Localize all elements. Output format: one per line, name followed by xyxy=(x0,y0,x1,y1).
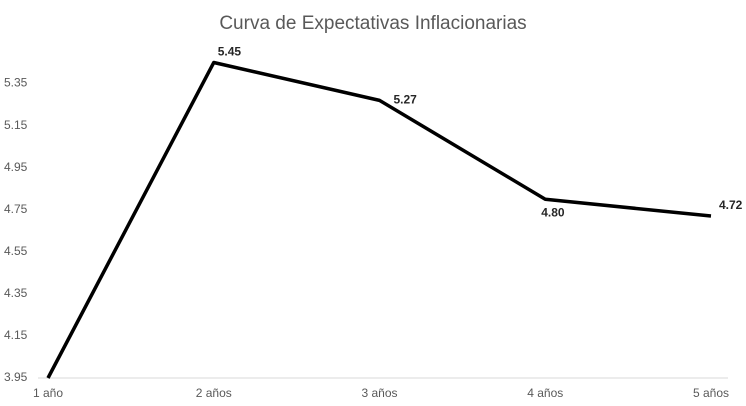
data-label: 5.27 xyxy=(394,93,418,107)
y-tick-label: 5.35 xyxy=(4,76,28,90)
data-label: 4.80 xyxy=(541,205,565,219)
x-tick-label: 1 año xyxy=(33,386,63,400)
y-tick-label: 4.15 xyxy=(4,328,28,342)
y-tick-label: 4.55 xyxy=(4,244,28,258)
x-tick-label: 2 años xyxy=(196,386,232,400)
data-label: 4.72 xyxy=(719,198,743,212)
data-label: 5.45 xyxy=(218,45,242,59)
line xyxy=(46,60,712,379)
chart-title: Curva de Expectativas Inflacionarias xyxy=(219,13,526,34)
x-tick-label: 3 años xyxy=(361,386,397,400)
y-tick-label: 4.75 xyxy=(4,202,28,216)
x-tick-label: 5 años xyxy=(693,386,729,400)
y-tick-label: 3.95 xyxy=(4,370,28,384)
y-tick-label: 5.15 xyxy=(4,118,28,132)
y-tick-label: 4.35 xyxy=(4,286,28,300)
y-tick-label: 4.95 xyxy=(4,160,28,174)
x-tick-label: 4 años xyxy=(527,386,563,400)
